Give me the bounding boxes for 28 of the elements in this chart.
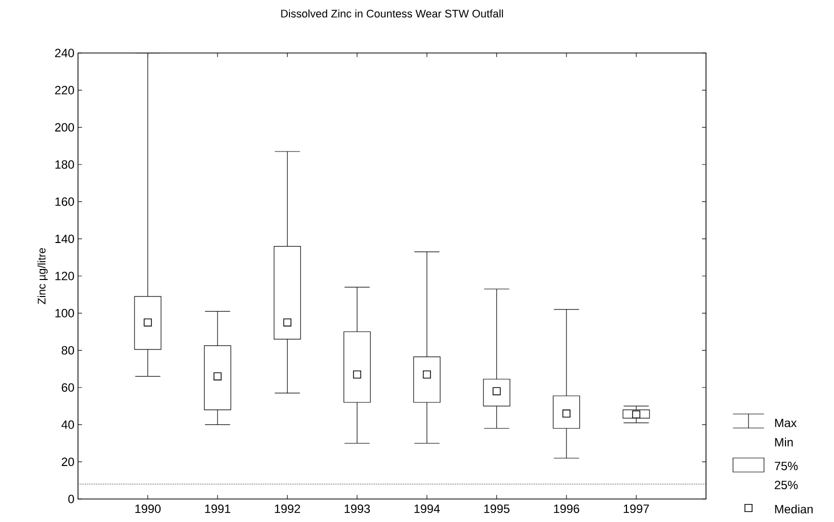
y-tick-label: 220 [55,86,74,94]
x-tick-label: 1992 [274,504,300,513]
x-tick-label: 1996 [554,504,580,513]
y-tick-label: 100 [55,308,74,318]
y-tick-label: 140 [55,234,74,244]
x-tick-label: 1991 [205,504,230,513]
text: 75% [774,462,798,470]
text: Min [775,438,793,446]
y-tick-label: 0 [68,494,74,504]
y-tick-label: 20 [62,458,74,466]
x-tick-label: 1990 [135,504,161,513]
x-tick-label: 1995 [484,504,510,513]
y-tick-label: 80 [62,346,74,355]
y-tick-label: 160 [55,197,74,206]
y-tick-label: 180 [55,160,74,169]
x-tick-label: 1997 [624,504,649,513]
y-tick-label: 40 [61,420,74,429]
x-tick-label: 1994 [414,504,440,513]
text: 25% [774,480,798,490]
y-tick-label: 240 [55,48,74,58]
text: Median [775,504,813,514]
y-tick-label: 120 [55,272,74,280]
y-tick-label: 200 [55,123,74,132]
text: Max [775,418,797,428]
y-axis-title: Zinc µg/litre [37,248,48,304]
x-tick-label: 1993 [344,504,370,513]
y-tick-label: 60 [62,383,74,392]
chart-title: Dissolved Zinc in Countess Wear STW Outfall [281,9,503,18]
